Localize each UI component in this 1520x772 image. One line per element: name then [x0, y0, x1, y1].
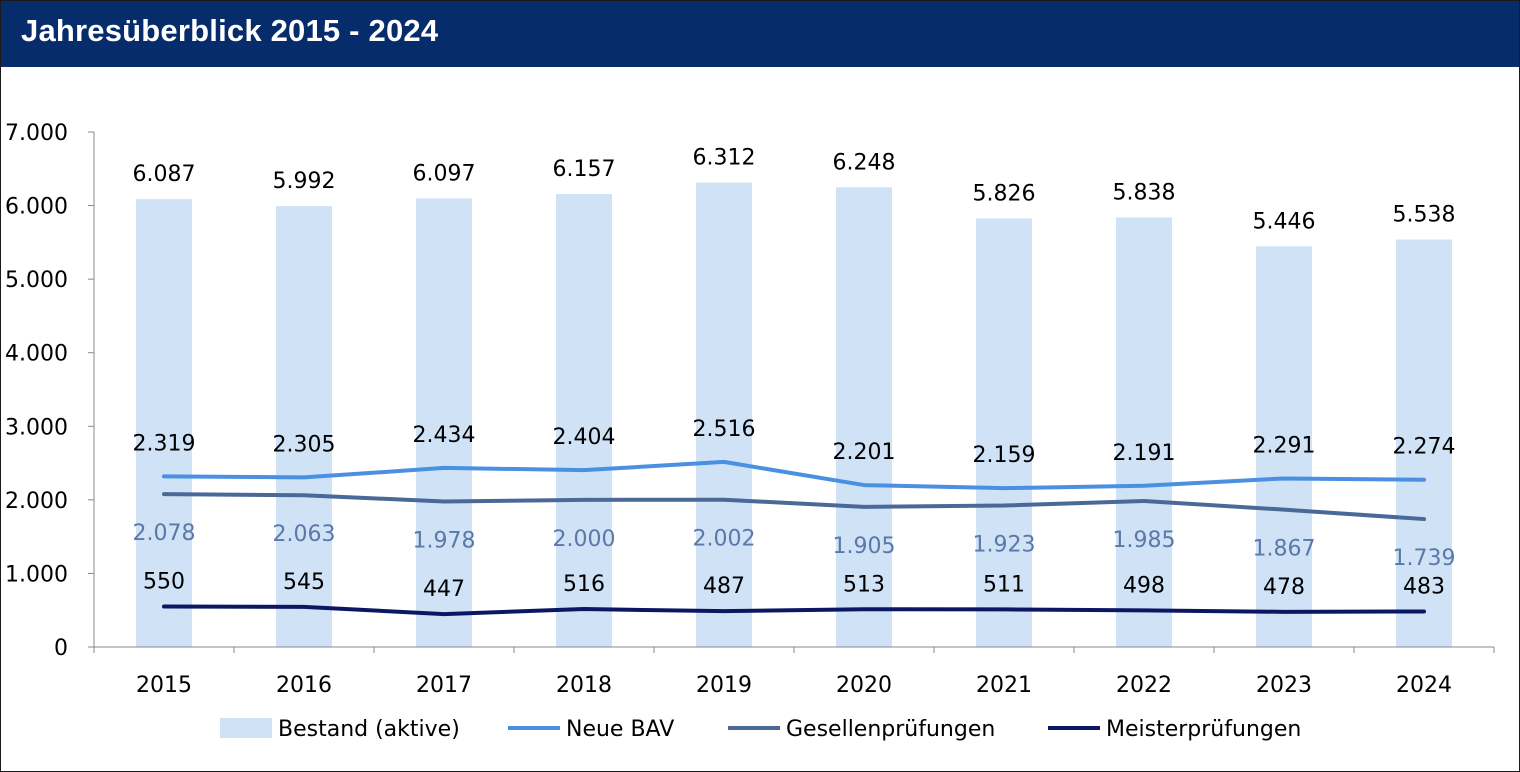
- line-meisterpruefungen: [162, 604, 1426, 617]
- data-label-gesellenpruefungen: 1.985: [1113, 528, 1176, 553]
- data-label-meisterpruefungen: 478: [1263, 575, 1305, 600]
- legend-bestand-swatch: [220, 718, 272, 738]
- data-label-neue-bav: 2.434: [413, 423, 476, 448]
- data-label-neue-bav: 2.516: [693, 417, 756, 442]
- data-labels: 6.087 5.992 6.097 6.157 6.312 6.248 5.826 5.838…: [133, 146, 1456, 602]
- data-label-gesellenpruefungen: 1.923: [973, 533, 1036, 558]
- bar-bestand: [416, 198, 472, 647]
- data-label-gesellenpruefungen: 1.978: [413, 528, 476, 553]
- x-tick-label: 2015: [136, 673, 192, 698]
- x-tick-label: 2017: [416, 673, 472, 698]
- data-label-bestand: 5.838: [1113, 180, 1176, 205]
- legend-bestand-label: Bestand (aktive): [278, 717, 460, 742]
- y-tick-label: 0: [54, 636, 68, 661]
- data-label-bestand: 5.992: [273, 169, 336, 194]
- data-label-meisterpruefungen: 511: [983, 572, 1025, 597]
- data-label-neue-bav: 2.201: [833, 440, 896, 465]
- data-label-neue-bav: 2.305: [273, 432, 336, 457]
- x-tick-label: 2019: [696, 673, 752, 698]
- axes: 0 1.000 2.000 3.000 4.000 5.000 6.000 7.000 2015…: [5, 121, 1495, 698]
- y-tick-label: 6.000: [5, 195, 68, 220]
- data-label-gesellenpruefungen: 2.078: [133, 521, 196, 546]
- y-tick-label: 3.000: [5, 415, 68, 440]
- data-label-gesellenpruefungen: 1.905: [833, 534, 896, 559]
- bar-bestand: [136, 199, 192, 647]
- data-label-bestand: 6.157: [553, 157, 616, 182]
- bar-bestand: [976, 218, 1032, 647]
- y-tick-label: 1.000: [5, 562, 68, 587]
- x-tick-label: 2024: [1396, 673, 1452, 698]
- y-tick-label: 4.000: [5, 342, 68, 367]
- data-label-meisterpruefungen: 545: [283, 570, 325, 595]
- line-neue-bav: [162, 459, 1426, 491]
- data-label-meisterpruefungen: 487: [703, 574, 745, 599]
- data-label-meisterpruefungen: 447: [423, 577, 465, 602]
- legend-neue-bav-label: Neue BAV: [566, 717, 674, 742]
- x-tick-label: 2016: [276, 673, 332, 698]
- legend-meisterpruefungen-label: Meisterprüfungen: [1106, 717, 1301, 742]
- data-label-meisterpruefungen: 550: [143, 570, 185, 595]
- y-tick-label: 5.000: [5, 268, 68, 293]
- data-label-bestand: 5.826: [973, 181, 1036, 206]
- data-label-neue-bav: 2.291: [1253, 433, 1316, 458]
- line-series: [162, 459, 1426, 617]
- data-label-neue-bav: 2.159: [973, 443, 1036, 468]
- data-label-gesellenpruefungen: 1.739: [1393, 546, 1456, 571]
- y-tick-label: 2.000: [5, 489, 68, 514]
- x-tick-label: 2020: [836, 673, 892, 698]
- y-tick-label: 7.000: [5, 121, 68, 146]
- bar-bestand: [1396, 239, 1452, 647]
- chart-title: Jahresüberblick 2015 - 2024: [21, 13, 439, 48]
- bar-bestand: [1116, 217, 1172, 648]
- data-label-bestand: 5.446: [1253, 209, 1316, 234]
- data-label-bestand: 6.248: [833, 150, 896, 175]
- legend-gesellenpruefungen-label: Gesellenprüfungen: [786, 717, 995, 742]
- data-label-meisterpruefungen: 516: [563, 572, 605, 597]
- data-label-neue-bav: 2.274: [1393, 435, 1456, 460]
- x-tick-label: 2023: [1256, 673, 1312, 698]
- data-label-bestand: 5.538: [1393, 203, 1456, 228]
- data-label-neue-bav: 2.404: [553, 425, 616, 450]
- bar-bestand: [836, 187, 892, 647]
- data-label-gesellenpruefungen: 2.002: [693, 527, 756, 552]
- line-gesellenpruefungen: [162, 492, 1426, 522]
- data-label-gesellenpruefungen: 1.867: [1253, 537, 1316, 562]
- bar-series-bestand: [136, 182, 1452, 648]
- legend: Bestand (aktive) Neue BAV Gesellenprüfunge…: [220, 717, 1301, 742]
- data-label-bestand: 6.097: [413, 161, 476, 186]
- x-tick-label: 2021: [976, 673, 1032, 698]
- data-label-meisterpruefungen: 498: [1123, 573, 1165, 598]
- bar-bestand: [556, 194, 612, 647]
- x-tick-label: 2018: [556, 673, 612, 698]
- data-label-meisterpruefungen: 513: [843, 572, 885, 597]
- bar-bestand: [696, 182, 752, 648]
- bar-bestand: [276, 206, 332, 647]
- data-label-neue-bav: 2.319: [133, 431, 196, 456]
- data-label-gesellenpruefungen: 2.063: [273, 522, 336, 547]
- data-label-gesellenpruefungen: 2.000: [553, 527, 616, 552]
- data-label-neue-bav: 2.191: [1113, 441, 1176, 466]
- x-tick-label: 2022: [1116, 673, 1172, 698]
- data-label-bestand: 6.087: [133, 162, 196, 187]
- data-label-bestand: 6.312: [693, 146, 756, 171]
- header-bar: Jahresüberblick 2015 - 2024: [1, 1, 1519, 67]
- data-label-meisterpruefungen: 483: [1403, 574, 1445, 599]
- bar-bestand: [1256, 246, 1312, 647]
